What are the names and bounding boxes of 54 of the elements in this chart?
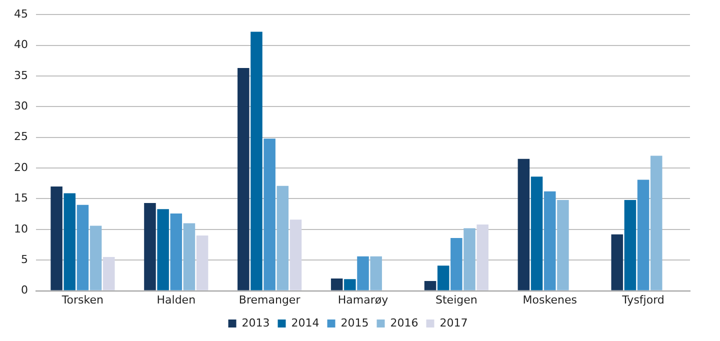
bar <box>183 223 196 290</box>
bar <box>157 209 169 290</box>
bar <box>144 203 156 290</box>
x-tick-label: Tysfjord <box>621 293 664 306</box>
bar <box>64 193 76 290</box>
bar <box>290 220 302 290</box>
bar <box>557 200 569 290</box>
bar <box>437 266 450 290</box>
bar <box>650 156 662 290</box>
bar <box>476 224 488 290</box>
bar <box>530 176 543 290</box>
y-tick-label: 0 <box>20 284 28 297</box>
legend-label: 2016 <box>390 316 418 330</box>
x-tick-label: Torsken <box>60 293 104 306</box>
x-tick-label: Moskenes <box>522 293 578 306</box>
bar <box>518 158 530 290</box>
bar <box>264 138 276 290</box>
bar <box>357 256 369 290</box>
y-tick-label: 40 <box>14 38 28 52</box>
y-tick-label: 5 <box>20 252 28 266</box>
bar <box>450 238 462 290</box>
y-tick-label: 10 <box>14 222 28 236</box>
bar <box>276 186 289 290</box>
x-tick-label: Bremanger <box>238 293 301 306</box>
bar <box>90 226 102 290</box>
x-tick-label: Hamarøy <box>338 293 389 306</box>
bar <box>544 191 556 290</box>
y-tick-label: 30 <box>14 100 28 113</box>
bar <box>344 279 356 290</box>
legend-label: 2013 <box>242 316 270 330</box>
bar <box>50 186 62 290</box>
bar <box>250 32 262 290</box>
bar <box>238 68 250 290</box>
x-tick-label: Halden <box>156 293 196 306</box>
x-tick-label: Steigen <box>436 293 478 306</box>
y-tick-label: 25 <box>14 130 28 144</box>
legend-label: 2014 <box>291 316 320 330</box>
bar <box>196 236 208 290</box>
bar <box>170 213 182 290</box>
y-tick-label: 45 <box>14 7 28 20</box>
bar <box>464 228 476 290</box>
bar <box>637 180 650 290</box>
bar <box>611 234 624 290</box>
y-tick-label: 20 <box>14 160 28 174</box>
legend-label: 2017 <box>440 316 468 330</box>
bar <box>330 278 343 290</box>
y-tick-label: 35 <box>14 68 28 82</box>
bar <box>76 204 89 290</box>
bar <box>102 257 115 290</box>
bar <box>624 200 636 290</box>
y-tick-label: 15 <box>14 192 28 205</box>
bar <box>424 280 436 290</box>
legend-label: 2015 <box>340 316 369 330</box>
bar <box>370 256 382 290</box>
